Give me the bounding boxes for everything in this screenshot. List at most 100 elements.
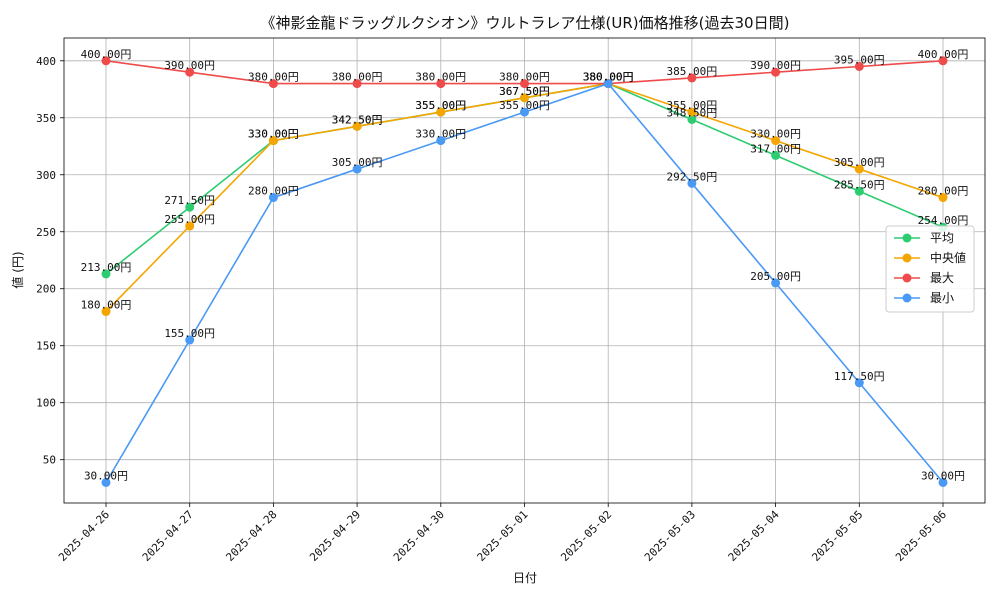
data-label: 395.00円 <box>834 53 885 66</box>
legend-item: 平均 <box>894 231 954 245</box>
y-tick-label: 300 <box>36 169 56 182</box>
x-tick-label: 2025-05-04 <box>726 508 782 564</box>
data-point <box>854 164 864 174</box>
data-label: 355.00円 <box>499 99 550 112</box>
axis-ticks: 50 100 150 200 250 300 350 400 2025-04-26 2025-04… <box>36 55 949 564</box>
x-tick-label: 2025-04-30 <box>391 508 447 564</box>
data-point <box>687 114 697 124</box>
data-point <box>938 56 948 66</box>
data-label: 213.00円 <box>81 261 132 274</box>
data-label: 380.00円 <box>583 71 634 84</box>
data-point <box>520 79 529 89</box>
data-label: 380.00円 <box>583 71 634 84</box>
data-label: 380.00円 <box>583 71 634 84</box>
x-tick-label: 2025-05-02 <box>558 508 614 564</box>
data-point <box>185 335 195 345</box>
legend-swatch-marker <box>902 253 912 263</box>
data-label: 367.50円 <box>499 85 550 98</box>
data-point <box>436 107 446 117</box>
legend-swatch-marker <box>902 293 912 303</box>
data-label: 330.00円 <box>248 128 299 141</box>
series-2 <box>101 56 948 89</box>
data-label: 292.50円 <box>667 170 718 183</box>
data-labels: 213.00円271.50円330.00円342.50円355.00円367.5… <box>81 48 969 483</box>
data-label: 380.00円 <box>248 71 299 84</box>
data-point <box>854 61 864 71</box>
data-point <box>268 79 278 89</box>
data-label: 385.00円 <box>667 65 718 78</box>
data-point <box>185 202 195 212</box>
data-point <box>520 107 529 117</box>
y-tick-label: 50 <box>43 454 56 467</box>
data-label: 390.00円 <box>164 59 215 72</box>
data-label: 400.00円 <box>81 48 132 61</box>
data-label: 342.50円 <box>332 113 383 126</box>
legend-label: 中央値 <box>930 250 966 265</box>
legend-label: 平均 <box>930 231 954 245</box>
data-point <box>854 378 864 388</box>
data-label: 317.00円 <box>750 142 801 155</box>
x-axis-label: 日付 <box>513 571 537 585</box>
chart-title: 《神影金龍ドラッグルクシオン》ウルトラレア仕様(UR)価格推移(過去30日間) <box>261 14 790 32</box>
data-label: 355.00円 <box>415 99 466 112</box>
data-label: 380.00円 <box>499 71 550 84</box>
data-label: 305.00円 <box>332 156 383 169</box>
data-point <box>771 136 781 146</box>
x-tick-label: 2025-05-01 <box>475 508 531 564</box>
data-point <box>854 186 864 196</box>
data-label: 280.00円 <box>918 185 969 198</box>
data-label: 254.00円 <box>918 214 969 227</box>
data-point <box>268 193 278 203</box>
y-axis-label: 値 (円) <box>10 251 25 288</box>
data-point <box>436 79 446 89</box>
series-lines <box>101 56 948 487</box>
data-point <box>352 79 362 89</box>
data-label: 271.50円 <box>164 194 215 207</box>
x-tick-label: 2025-05-06 <box>893 508 949 564</box>
y-tick-label: 100 <box>36 397 56 410</box>
y-tick-label: 250 <box>36 226 56 239</box>
data-point <box>687 73 697 83</box>
data-label: 30.00円 <box>84 469 128 482</box>
x-tick-label: 2025-04-27 <box>140 508 196 564</box>
data-point <box>436 136 446 146</box>
x-tick-label: 2025-05-03 <box>642 508 698 564</box>
legend-swatch-marker <box>902 273 912 283</box>
y-tick-label: 400 <box>36 55 56 68</box>
series-3 <box>101 79 948 487</box>
y-tick-label: 350 <box>36 112 56 125</box>
data-point <box>101 269 111 279</box>
data-point <box>771 278 781 288</box>
legend-label: 最小 <box>930 291 954 305</box>
data-label: 285.50円 <box>834 178 885 191</box>
legend-item: 最大 <box>894 271 954 285</box>
data-label: 390.00円 <box>750 59 801 72</box>
x-tick-label: 2025-05-05 <box>809 508 865 564</box>
data-label: 330.00円 <box>750 128 801 141</box>
data-label: 400.00円 <box>918 48 969 61</box>
legend-item: 最小 <box>894 291 954 305</box>
data-point <box>185 67 195 77</box>
data-label: 330.00円 <box>248 128 299 141</box>
x-tick-label: 2025-04-29 <box>307 508 363 564</box>
data-label: 155.00円 <box>164 327 215 340</box>
data-label: 342.50円 <box>332 113 383 126</box>
data-label: 117.50円 <box>834 370 885 383</box>
data-label: 255.00円 <box>164 213 215 226</box>
legend-item: 中央値 <box>894 250 966 265</box>
data-point <box>520 93 529 103</box>
data-point <box>687 178 697 188</box>
data-label: 355.00円 <box>415 99 466 112</box>
data-point <box>101 56 111 66</box>
data-point <box>687 107 697 117</box>
x-tick-label: 2025-04-28 <box>223 508 279 564</box>
y-tick-label: 200 <box>36 283 56 296</box>
data-label: 280.00円 <box>248 185 299 198</box>
data-point <box>185 221 195 231</box>
data-label: 380.00円 <box>415 71 466 84</box>
data-point <box>352 164 362 174</box>
data-point <box>101 477 111 487</box>
